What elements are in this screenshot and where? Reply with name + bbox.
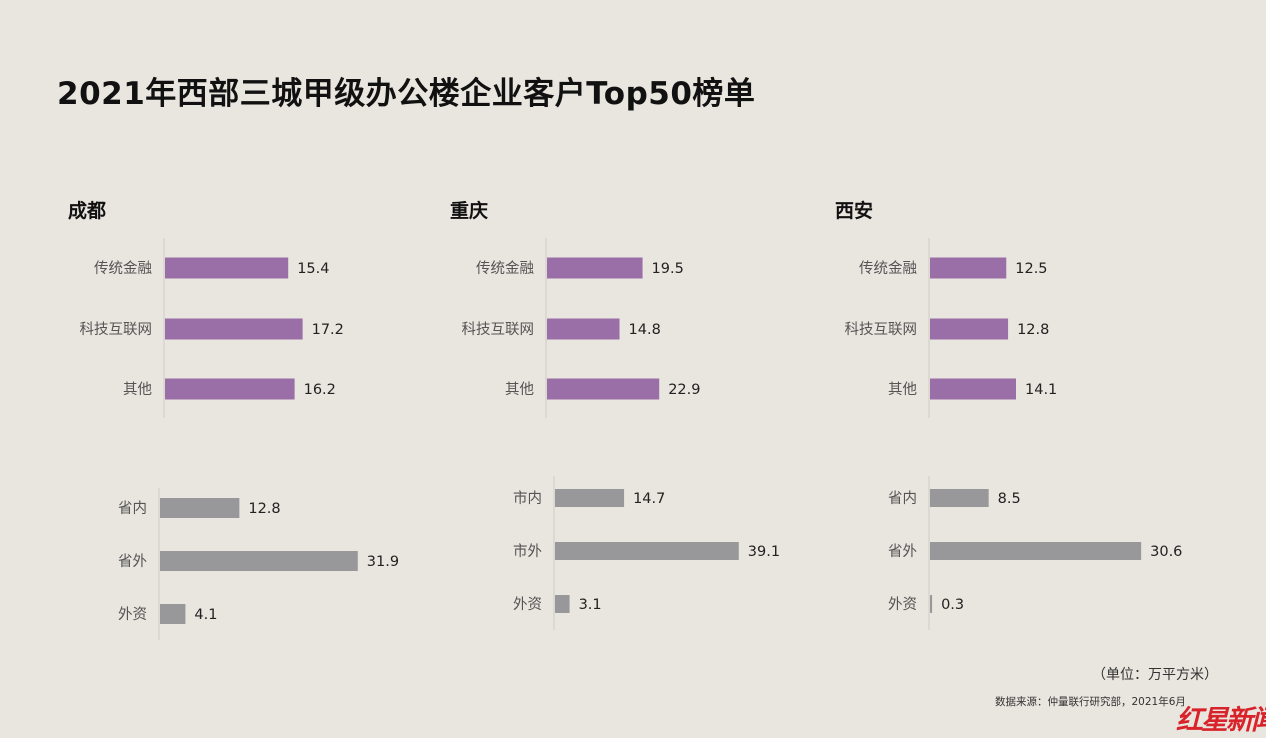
news-logo-text: 红星新闻 xyxy=(1176,705,1266,736)
value-label: 16.2 xyxy=(304,382,336,398)
bar xyxy=(555,489,625,507)
value-label: 14.1 xyxy=(1025,382,1057,398)
news-logo: 红星新闻 xyxy=(1176,700,1266,738)
category-label: 市内 xyxy=(513,490,542,507)
category-label: 其他 xyxy=(123,381,152,398)
category-label: 市外 xyxy=(513,543,542,560)
category-label: 外资 xyxy=(513,596,542,613)
bar xyxy=(165,257,289,279)
value-label: 3.1 xyxy=(579,597,602,613)
value-label: 4.1 xyxy=(194,607,217,623)
unit-note: （单位：万平方米） xyxy=(1092,667,1218,683)
category-label: 省内 xyxy=(888,490,917,507)
city-title-chengdu: 成都 xyxy=(68,200,107,222)
category-label: 省外 xyxy=(888,543,917,560)
category-label: 传统金融 xyxy=(476,260,534,277)
city-title-chongqing: 重庆 xyxy=(450,200,489,222)
bar xyxy=(930,318,1009,340)
value-label: 30.6 xyxy=(1150,544,1182,560)
value-label: 12.5 xyxy=(1015,261,1047,277)
bar xyxy=(930,257,1007,279)
value-label: 8.5 xyxy=(998,491,1021,507)
bar xyxy=(547,257,643,279)
bar xyxy=(160,498,240,518)
category-label: 科技互联网 xyxy=(845,321,918,338)
category-label: 其他 xyxy=(888,381,917,398)
value-label: 12.8 xyxy=(248,501,280,517)
value-label: 0.3 xyxy=(941,597,964,613)
category-label: 其他 xyxy=(505,381,534,398)
category-label: 省外 xyxy=(118,553,147,570)
source-note: 数据来源：仲量联行研究部，2021年6月 xyxy=(995,696,1186,708)
value-label: 31.9 xyxy=(367,554,399,570)
category-label: 科技互联网 xyxy=(462,321,535,338)
value-label: 22.9 xyxy=(668,382,700,398)
bar xyxy=(160,604,186,624)
category-label: 省内 xyxy=(118,500,147,517)
bar xyxy=(930,489,989,507)
value-label: 17.2 xyxy=(312,322,344,338)
bar xyxy=(555,542,739,560)
value-label: 12.8 xyxy=(1017,322,1049,338)
bar xyxy=(165,318,303,340)
chart-title: 2021年西部三城甲级办公楼企业客户Top50榜单 xyxy=(57,76,756,112)
value-label: 39.1 xyxy=(748,544,780,560)
bar xyxy=(547,318,620,340)
bar xyxy=(547,378,660,400)
bar xyxy=(160,551,358,571)
value-label: 15.4 xyxy=(297,261,329,277)
category-label: 传统金融 xyxy=(859,260,917,277)
value-label: 14.7 xyxy=(633,491,665,507)
category-label: 外资 xyxy=(888,596,917,613)
category-label: 传统金融 xyxy=(94,260,152,277)
value-label: 19.5 xyxy=(652,261,684,277)
bar xyxy=(555,595,570,613)
bar xyxy=(930,378,1017,400)
bar xyxy=(930,542,1142,560)
category-label: 外资 xyxy=(118,606,147,623)
bar xyxy=(165,378,295,400)
city-title-xian: 西安 xyxy=(835,200,874,222)
category-label: 科技互联网 xyxy=(80,321,153,338)
bar xyxy=(930,595,933,613)
value-label: 14.8 xyxy=(629,322,661,338)
